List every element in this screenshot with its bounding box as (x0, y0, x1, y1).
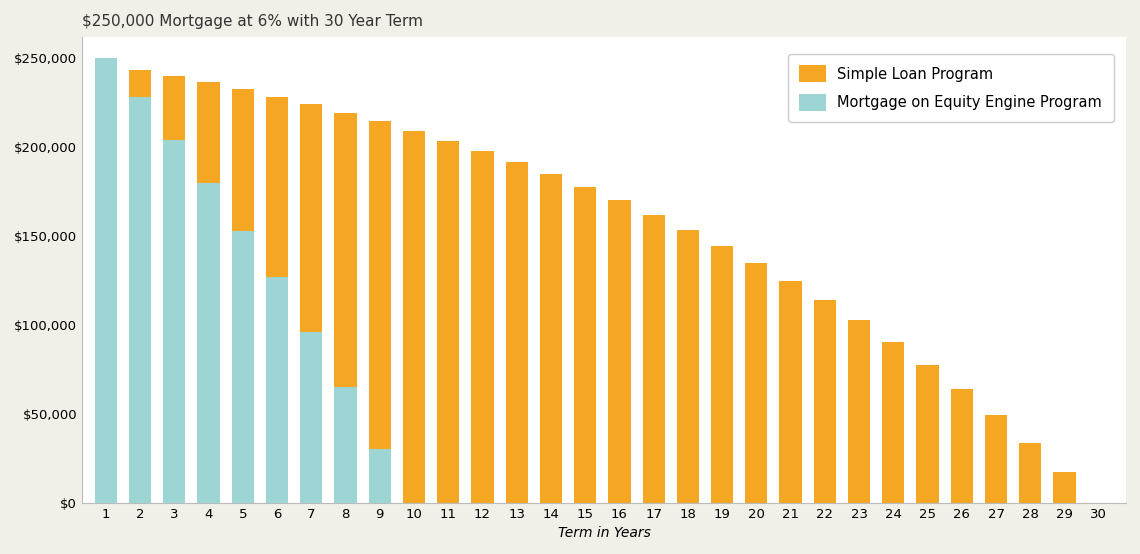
Bar (334, 112, 357, 502)
Bar (917, 365, 938, 502)
Bar (95, 58, 117, 502)
Bar (368, 121, 391, 502)
Bar (540, 175, 562, 502)
Bar (1053, 472, 1076, 502)
Bar (266, 96, 288, 502)
Bar (300, 332, 323, 502)
Bar (848, 320, 870, 502)
Bar (129, 70, 152, 502)
Bar (505, 162, 528, 502)
Bar (300, 104, 323, 502)
Bar (197, 183, 220, 502)
Bar (882, 342, 904, 502)
Bar (163, 76, 186, 502)
Bar (95, 64, 117, 502)
Bar (334, 387, 357, 502)
Bar (814, 300, 836, 502)
Legend: Simple Loan Program, Mortgage on Equity Engine Program: Simple Loan Program, Mortgage on Equity … (788, 54, 1114, 122)
Bar (266, 277, 288, 502)
Bar (437, 141, 459, 502)
Bar (780, 281, 801, 502)
Bar (985, 415, 1007, 502)
Bar (129, 98, 152, 502)
Bar (951, 389, 972, 502)
Bar (231, 89, 254, 502)
X-axis label: Term in Years: Term in Years (557, 526, 651, 540)
Bar (609, 201, 630, 502)
Bar (746, 263, 767, 502)
Bar (677, 230, 699, 502)
Bar (575, 187, 596, 502)
Bar (368, 449, 391, 502)
Bar (231, 231, 254, 502)
Text: $250,000 Mortgage at 6% with 30 Year Term: $250,000 Mortgage at 6% with 30 Year Ter… (82, 14, 423, 29)
Bar (163, 140, 186, 502)
Bar (197, 82, 220, 502)
Bar (471, 151, 494, 502)
Bar (643, 214, 665, 502)
Bar (711, 246, 733, 502)
Bar (1019, 443, 1041, 502)
Bar (402, 131, 425, 502)
